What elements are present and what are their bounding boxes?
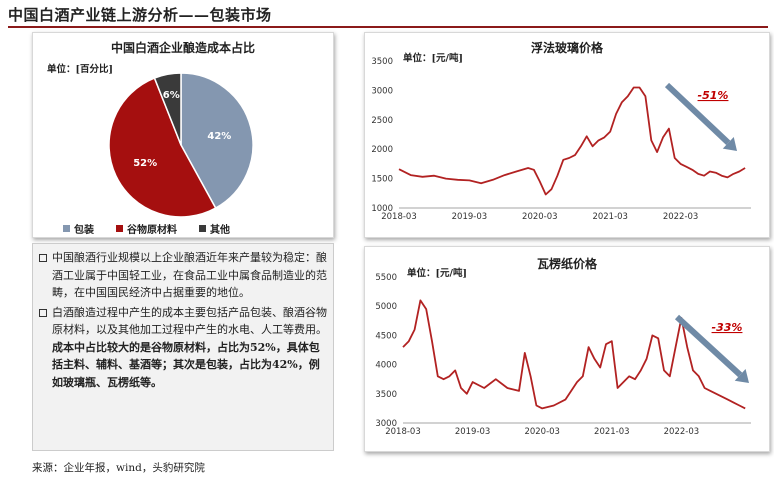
bullet-item-industry: 中国酿酒行业规模以上企业酿酒近年来产量较为稳定：酿酒工业属于中国轻工业，在食品工…: [39, 249, 327, 302]
pie-label-0: 42%: [207, 131, 231, 142]
legend-label-packaging: 包装: [74, 225, 94, 236]
glass-ytick-1: 1500: [371, 175, 393, 185]
bullet-text-cost-bold: 成本中占比较大的是谷物原材料，占比为52%，具体包括主料、辅料、基酒等；其次是包…: [52, 340, 320, 389]
glass-series-line: [398, 86, 746, 196]
source-note: 来源：企业年报，wind，头豹研究院: [32, 462, 205, 474]
corrugated-paper-line-chart: 3000 3500 4000 4500 5000 5500 2018-03 2019-03 20…: [375, 273, 751, 437]
pie-chart: 42% 52% 6%: [108, 72, 254, 218]
paper-chart-title: 瓦楞纸价格: [536, 257, 597, 271]
glass-xtick-1: 2019-03: [452, 212, 488, 222]
cost-share-pie-panel: 中国白酒企业酿造成本占比 单位：[百分比] 42% 52% 6% 包装 谷物原材料 …: [32, 32, 334, 238]
pie-label-2: 6%: [163, 90, 180, 101]
paper-ytick-0: 3000: [375, 419, 397, 429]
pie-label-1: 52%: [133, 158, 157, 169]
legend-swatch-other: [199, 225, 206, 232]
glass-chart-unit: 单位：[元/吨]: [403, 53, 463, 64]
pie-legend: 包装 谷物原材料 其他: [63, 221, 230, 236]
title-rule: [8, 26, 768, 28]
pie-chart-unit: 单位：[百分比]: [47, 64, 113, 75]
paper-ytick-4: 5000: [375, 302, 397, 312]
glass-ytick-4: 3000: [371, 86, 393, 96]
legend-item-other: 其他: [199, 221, 230, 236]
legend-item-grain: 谷物原材料: [116, 221, 177, 236]
bullet-marker: [39, 254, 47, 262]
glass-trend-arrow-head: [722, 136, 737, 151]
legend-item-packaging: 包装: [63, 221, 94, 236]
paper-xtick-2: 2020-03: [524, 427, 560, 437]
paper-xtick-0: 2018-03: [385, 427, 421, 437]
glass-ytick-3: 2500: [371, 116, 393, 126]
glass-trend-arrow-shaft: [664, 82, 731, 145]
pie-slice-1: [108, 77, 217, 218]
paper-ytick-3: 4500: [375, 331, 397, 341]
bullet-text-cost: 白酒酿造过程中产生的成本主要包括产品包装、酿酒谷物原材料，以及其他加工过程中产生…: [52, 304, 327, 392]
glass-chart-title: 浮法玻璃价格: [530, 41, 603, 55]
glass-ytick-5: 3500: [371, 57, 393, 67]
float-glass-price-panel: 浮法玻璃价格 单位：[元/吨] 1000 1500 2000 2500 3000 3500…: [364, 32, 770, 238]
page-title: 中国白酒产业链上游分析——包装市场: [8, 6, 272, 24]
paper-ytick-1: 3500: [375, 390, 397, 400]
glass-xtick-4: 2022-03: [663, 212, 699, 222]
paper-trend-arrow-head: [734, 368, 749, 383]
bullet-marker: [39, 308, 47, 317]
paper-xtick-3: 2021-03: [594, 427, 630, 437]
bullet-text-industry: 中国酿酒行业规模以上企业酿酒近年来产量较为稳定：酿酒工业属于中国轻工业，在食品工…: [52, 251, 327, 299]
paper-trend-arrow-shaft: [674, 314, 743, 378]
paper-ytick-5: 5500: [375, 273, 397, 283]
pie-slice-0: [180, 72, 254, 210]
glass-change-annotation: -51%: [698, 89, 729, 102]
legend-swatch-packaging: [63, 225, 70, 232]
legend-label-other: 其他: [210, 225, 230, 236]
glass-xtick-3: 2021-03: [592, 212, 628, 222]
paper-series-line: [402, 299, 746, 410]
corrugated-paper-price-panel: 瓦楞纸价格 单位：[元/吨] 3000 3500 4000 4500 5000 5500 2…: [364, 246, 770, 452]
glass-xtick-2: 2020-03: [522, 212, 558, 222]
paper-ytick-2: 4000: [375, 361, 397, 371]
paper-xtick-1: 2019-03: [455, 427, 491, 437]
glass-ytick-0: 1000: [371, 204, 393, 214]
analysis-text-box: 中国酿酒行业规模以上企业酿酒近年来产量较为稳定：酿酒工业属于中国轻工业，在食品工…: [32, 243, 334, 451]
glass-xtick-0: 2018-03: [381, 212, 417, 222]
bullet-item-cost: 白酒酿造过程中产生的成本主要包括产品包装、酿酒谷物原材料，以及其他加工过程中产生…: [39, 304, 327, 392]
pie-slice-2: [153, 72, 182, 146]
paper-xtick-4: 2022-03: [664, 427, 700, 437]
pie-chart-title: 中国白酒企业酿造成本占比: [110, 41, 255, 55]
legend-label-grain: 谷物原材料: [127, 225, 177, 236]
legend-swatch-grain: [116, 225, 123, 232]
bullet-text-cost-plain: 白酒酿造过程中产生的成本主要包括产品包装、酿酒谷物原材料，以及其他加工过程中产生…: [52, 305, 327, 337]
glass-ytick-2: 2000: [371, 145, 393, 155]
paper-chart-unit: 单位：[元/吨]: [407, 268, 467, 279]
float-glass-line-chart: 1000 1500 2000 2500 3000 3500 2018-03 2019-03 20…: [371, 57, 751, 222]
paper-change-annotation: -33%: [712, 321, 743, 334]
